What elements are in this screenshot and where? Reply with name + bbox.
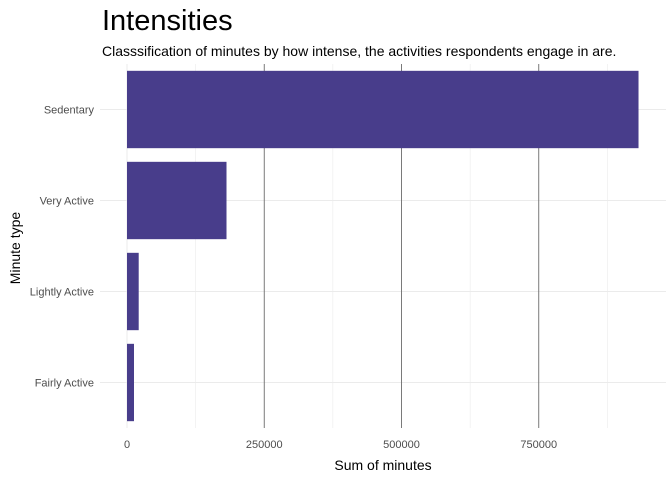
- bar: [127, 252, 139, 331]
- y-tick-label: Very Active: [40, 196, 94, 208]
- x-axis-title: Sum of minutes: [334, 457, 431, 473]
- labels-layer: Sedentary Very Active Lightly Active Fairly…: [30, 105, 557, 452]
- x-tick-label: 0: [124, 439, 130, 451]
- y-axis-title: Minute type: [7, 212, 23, 285]
- bar: [127, 161, 227, 240]
- y-tick-label: Lightly Active: [30, 287, 94, 299]
- bar: [127, 70, 639, 149]
- bars-layer: [127, 70, 639, 422]
- y-tick-label: Fairly Active: [35, 378, 94, 390]
- chart-subtitle: Classsification of minutes by how intens…: [102, 43, 617, 59]
- x-tick-label: 750000: [520, 439, 557, 451]
- x-tick-label: 500000: [383, 439, 420, 451]
- x-tick-label: 250000: [246, 439, 283, 451]
- chart-title: Intensities: [102, 5, 233, 37]
- bar: [127, 343, 135, 422]
- y-tick-label: Sedentary: [44, 105, 95, 117]
